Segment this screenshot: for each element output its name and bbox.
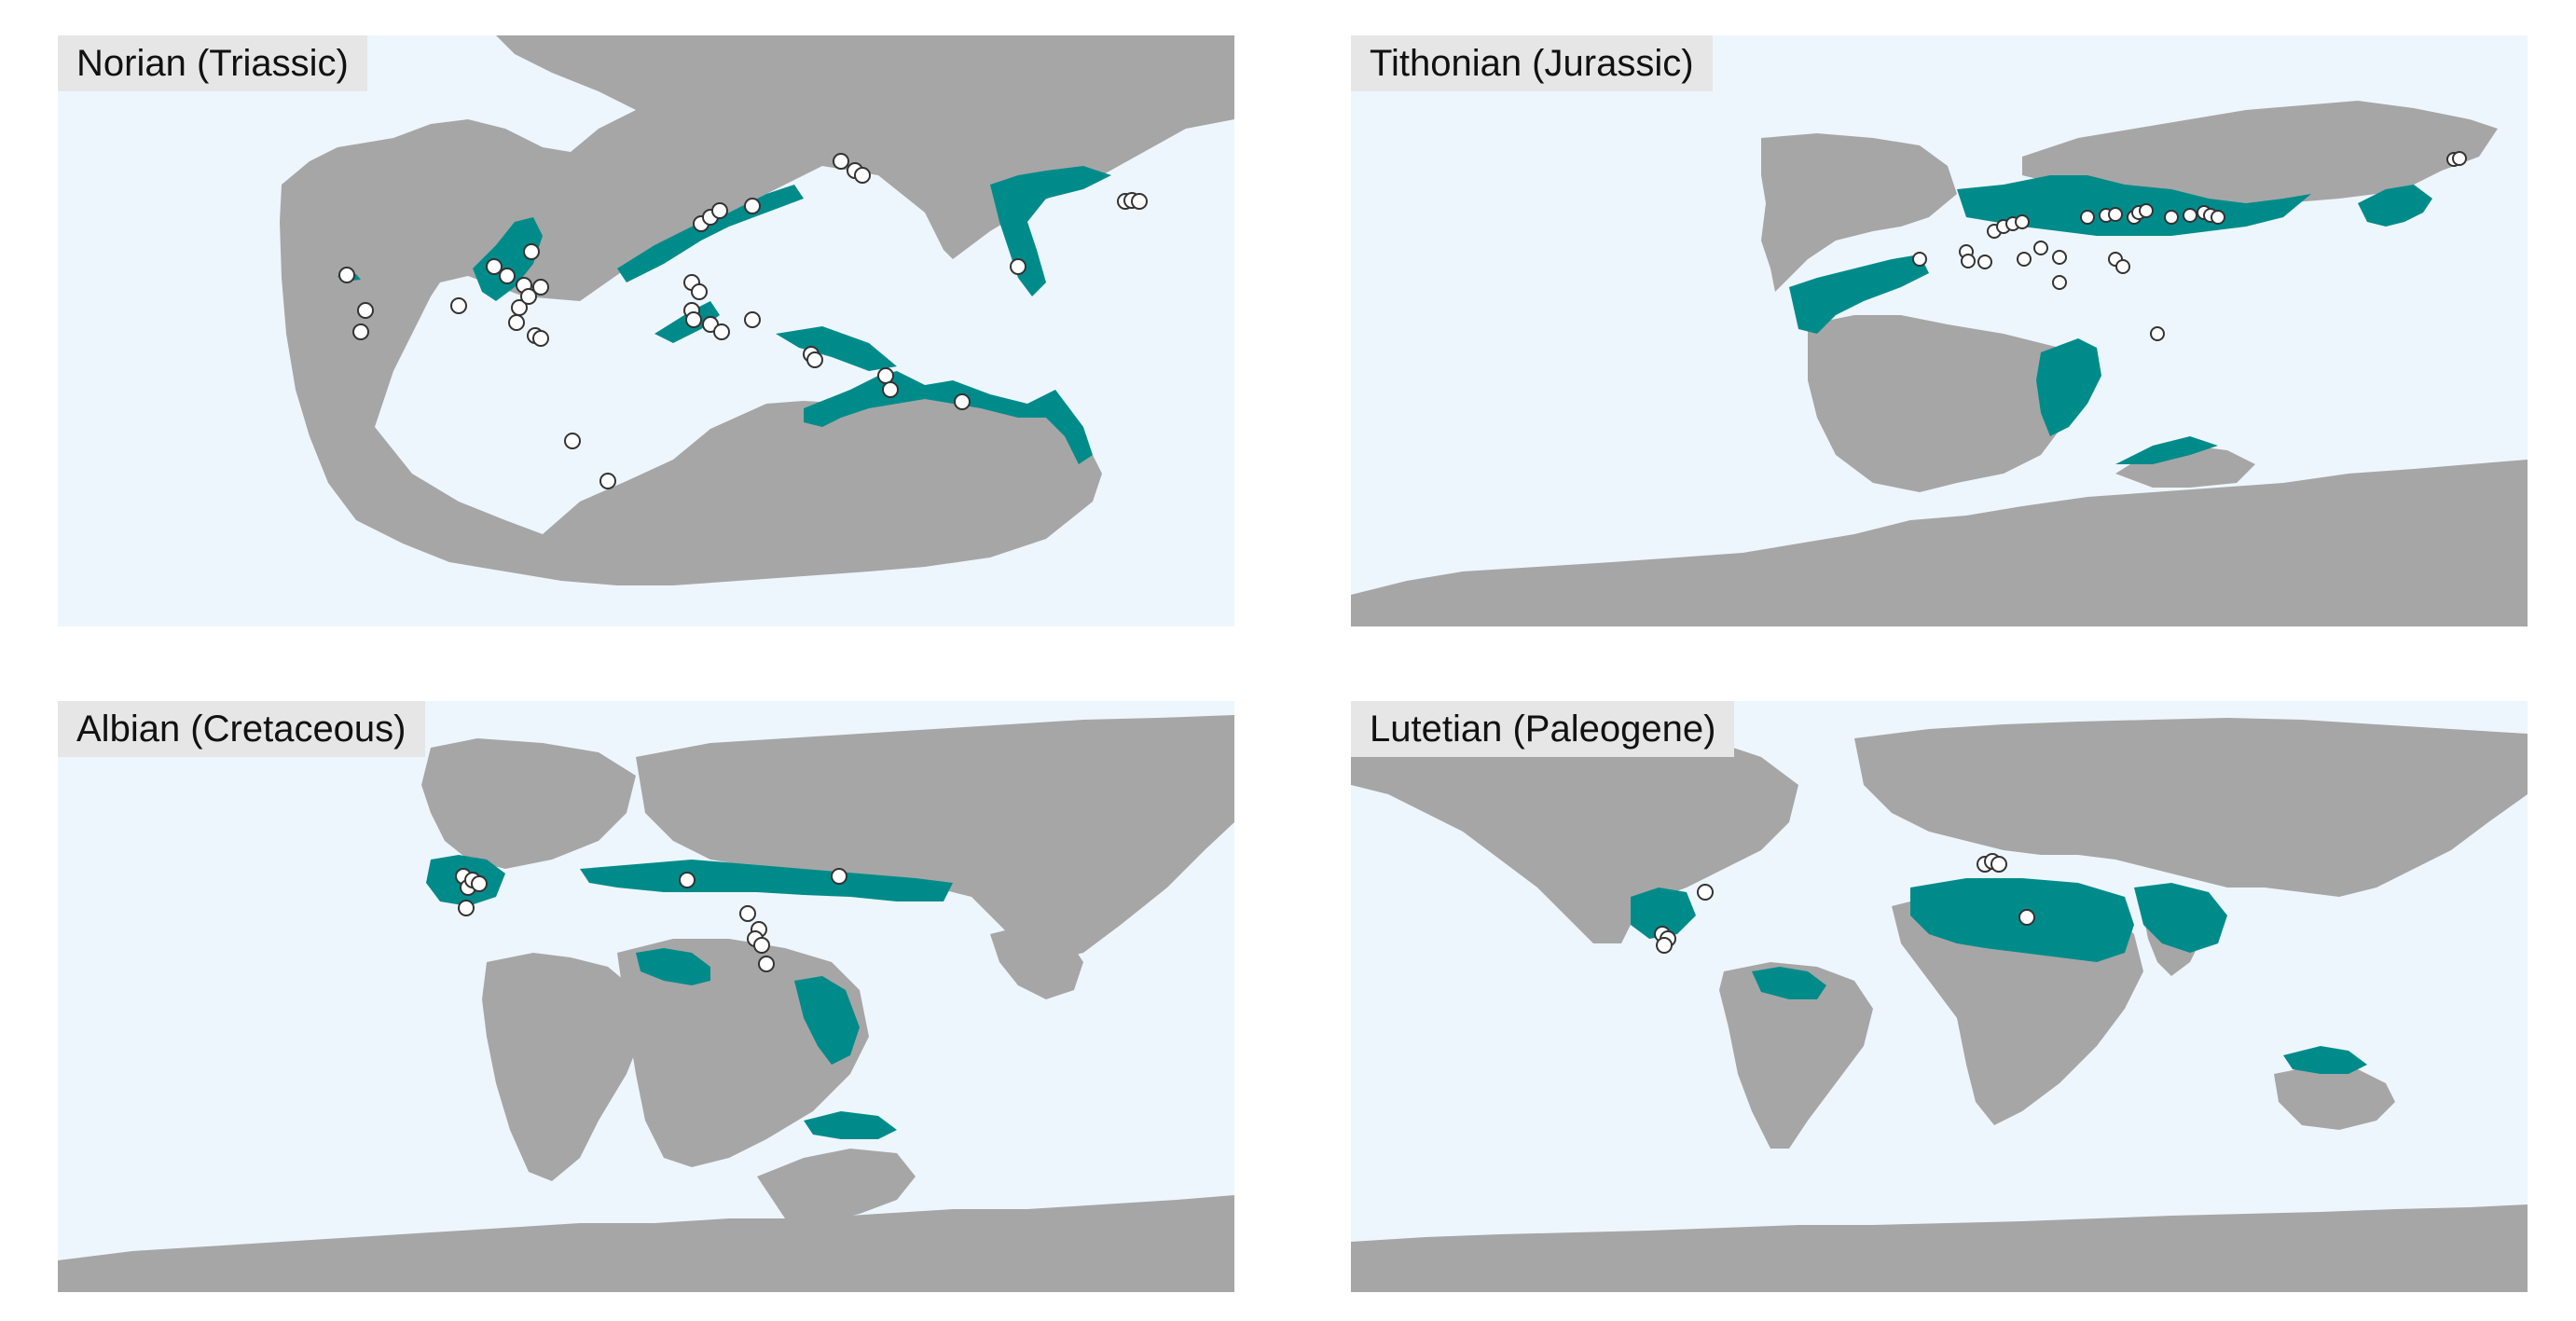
site-marker	[2015, 214, 2030, 229]
panel-title: Albian (Cretaceous)	[58, 701, 425, 757]
landmass-australia	[2274, 1065, 2395, 1130]
landmass-antarctica	[1351, 1204, 2528, 1292]
site-marker	[1991, 856, 2007, 873]
landmass-eurasia	[636, 715, 1234, 962]
paleogeographic-map-norian	[58, 35, 1234, 626]
site-marker	[450, 297, 467, 314]
site-marker	[1977, 255, 1992, 269]
shelf-south-america	[1752, 967, 1826, 999]
shelf-east-asia	[2358, 185, 2432, 227]
shelf-arabia	[2134, 883, 2227, 953]
site-marker	[338, 267, 355, 283]
site-marker	[679, 872, 696, 888]
paleogeographic-map-lutetian	[1351, 701, 2528, 1292]
shelf-southern-rift	[2115, 436, 2218, 464]
site-marker	[499, 268, 516, 284]
site-marker	[2052, 250, 2067, 265]
site-marker	[685, 311, 702, 328]
shelf-east-africa	[794, 976, 860, 1065]
site-marker	[599, 473, 616, 489]
landmass-south-america	[1719, 962, 1873, 1149]
site-marker	[758, 956, 775, 972]
site-marker	[357, 302, 374, 319]
site-marker	[532, 330, 549, 347]
panel-title: Lutetian (Paleogene)	[1351, 701, 1735, 757]
shelf-west-pangaea	[473, 217, 543, 301]
landmass-east-asia-peninsula	[990, 925, 1083, 999]
site-marker	[744, 311, 761, 328]
map-panel-tithonian: Tithonian (Jurassic)	[1351, 35, 2528, 626]
site-marker	[831, 868, 847, 885]
landmass-india	[757, 1149, 916, 1223]
site-marker	[2150, 326, 2165, 341]
shelf-tethys-south	[804, 371, 1093, 464]
site-marker	[954, 393, 971, 410]
site-marker	[523, 243, 540, 260]
site-marker	[1010, 258, 1026, 275]
site-marker	[2052, 275, 2067, 290]
landmass-north-america	[421, 738, 636, 869]
shelf-east-africa	[2036, 338, 2101, 436]
site-marker	[564, 433, 581, 449]
site-marker	[2033, 241, 2048, 255]
site-marker	[806, 351, 823, 368]
site-marker	[1131, 193, 1148, 210]
site-marker	[2452, 151, 2467, 166]
site-marker	[691, 283, 708, 300]
site-marker	[471, 875, 488, 892]
site-marker	[2164, 210, 2179, 225]
landmass-pangaea	[280, 35, 1234, 585]
map-panel-norian: Norian (Triassic)	[58, 35, 1234, 626]
site-marker	[1961, 254, 1976, 268]
map-panel-lutetian: Lutetian (Paleogene)	[1351, 701, 2528, 1292]
site-marker	[508, 314, 525, 331]
site-marker	[2017, 252, 2032, 267]
site-marker	[2080, 210, 2095, 225]
site-marker	[1697, 884, 1714, 901]
shelf-south-atlantic	[636, 948, 710, 985]
site-marker	[753, 937, 770, 954]
site-marker	[532, 279, 549, 296]
landmass-antarctica	[58, 1195, 1234, 1292]
site-marker	[458, 900, 475, 916]
paleogeographic-map-albian	[58, 701, 1234, 1292]
site-marker	[2018, 909, 2035, 926]
site-marker	[520, 288, 537, 305]
site-marker	[739, 905, 756, 922]
panel-title: Norian (Triassic)	[58, 35, 367, 91]
landmass-antarctica	[1351, 460, 2528, 626]
site-marker	[711, 202, 728, 219]
shelf-gulf	[1631, 888, 1696, 939]
site-marker	[486, 258, 503, 275]
panel-title: Tithonian (Jurassic)	[1351, 35, 1713, 91]
landmass-north-asia	[953, 35, 1234, 166]
map-panel-albian: Albian (Cretaceous)	[58, 701, 1234, 1292]
site-marker	[1912, 252, 1927, 267]
landmass-eurasia	[2022, 101, 2498, 213]
site-marker	[854, 167, 871, 184]
site-marker	[2108, 207, 2123, 222]
site-marker	[877, 367, 894, 384]
site-marker	[2139, 203, 2154, 218]
site-marker	[882, 381, 899, 398]
landmass-eurasia	[1854, 718, 2528, 897]
shelf-south-africa	[804, 1111, 897, 1139]
site-marker	[833, 153, 849, 170]
landmass-south-america-africa	[1808, 315, 2078, 492]
site-marker	[2211, 210, 2225, 225]
site-marker	[2183, 208, 2197, 223]
shelf-tethys-east-arm	[776, 326, 897, 371]
landmass-north-america	[1761, 133, 1957, 292]
landmass-north-america	[1351, 724, 1798, 943]
shelf-tethys	[580, 860, 953, 901]
site-marker	[2115, 259, 2130, 274]
landmass-south-america	[482, 953, 645, 1181]
site-marker	[1656, 937, 1673, 954]
site-marker	[744, 198, 761, 214]
shelf-australia	[2283, 1046, 2367, 1074]
shelf-west-tethys	[1789, 255, 1929, 334]
paleogeographic-map-tithonian	[1351, 35, 2528, 626]
site-marker	[352, 323, 369, 340]
site-marker	[713, 323, 730, 340]
